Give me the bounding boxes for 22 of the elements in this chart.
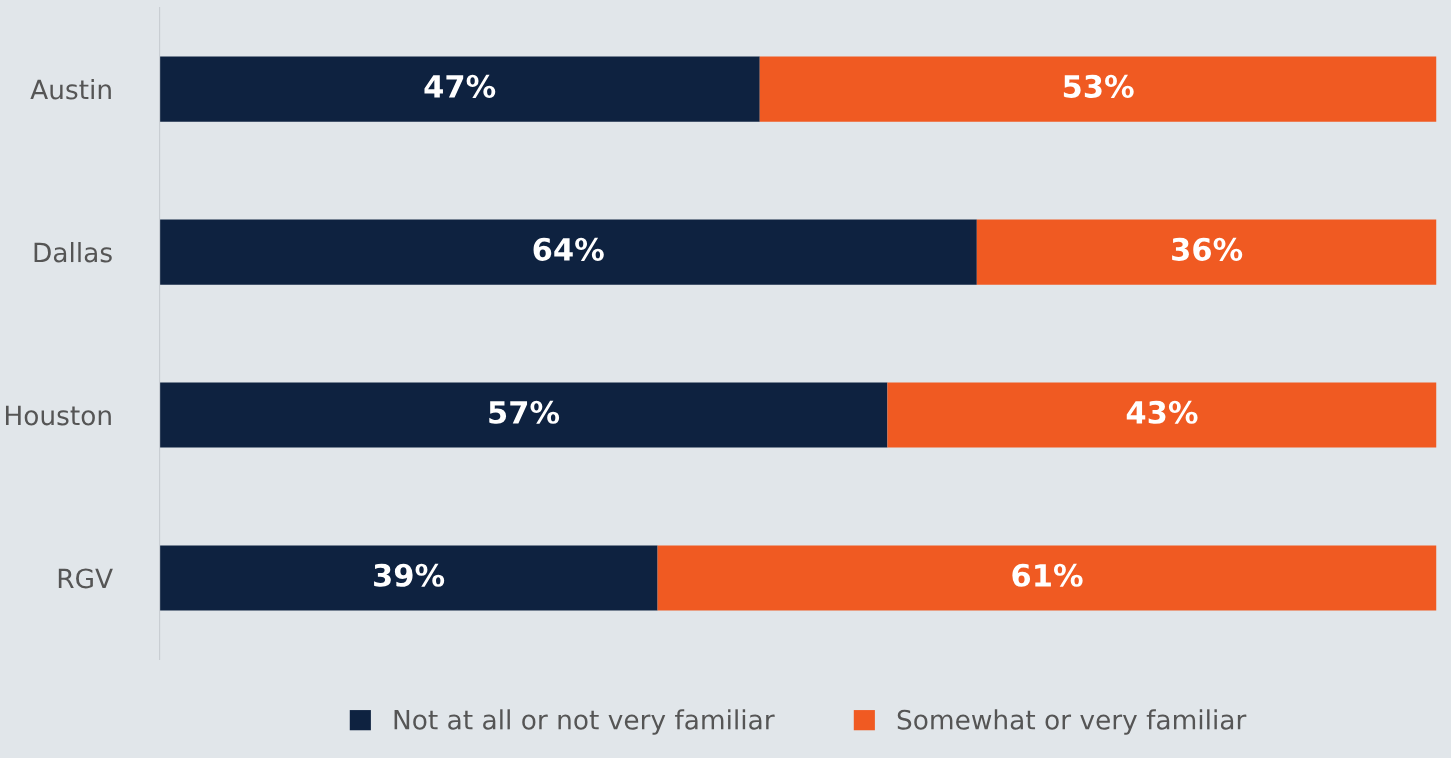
data-label: 64% <box>533 237 604 261</box>
data-label: 61% <box>1012 563 1083 587</box>
bar <box>159 382 888 448</box>
bar <box>759 56 1437 122</box>
bar <box>887 382 1437 448</box>
data-label: 47% <box>424 74 496 98</box>
bar <box>976 219 1437 285</box>
bar <box>657 545 1437 611</box>
y-tick-label: RGV <box>58 568 113 589</box>
data-label: 53% <box>1063 74 1134 98</box>
bar <box>159 545 658 611</box>
data-label: 36% <box>1172 237 1243 261</box>
y-tick-label: Dallas <box>34 242 112 263</box>
data-label: 43% <box>1126 400 1198 424</box>
data-label: 57% <box>489 400 560 424</box>
bar <box>159 219 977 285</box>
data-label: 39% <box>374 563 445 587</box>
legend-label: Somewhat or very familiar <box>897 709 1247 735</box>
y-tick-label: Austin <box>30 79 111 100</box>
legend-label: Not at all or not very familiar <box>394 709 775 735</box>
y-tick-label: Houston <box>5 405 111 426</box>
bar <box>159 56 760 122</box>
